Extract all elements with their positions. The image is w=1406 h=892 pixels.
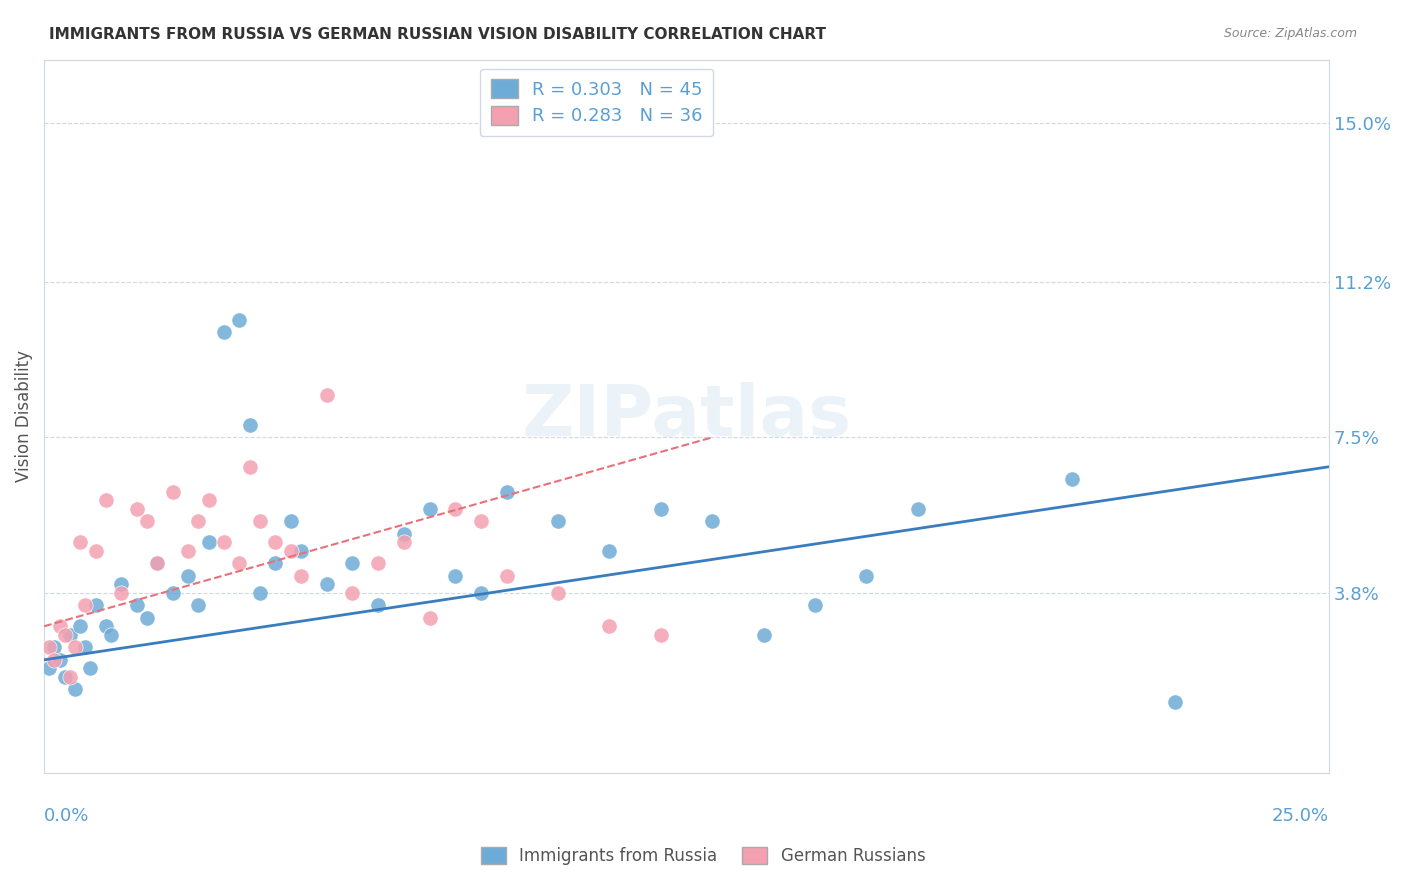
- Point: [63, 682, 86, 697]
- Point: [100, 627, 122, 641]
- Point: [69, 619, 91, 633]
- Point: [44, 653, 66, 667]
- Point: [290, 543, 312, 558]
- Point: [135, 514, 157, 528]
- Point: [197, 493, 219, 508]
- Point: [125, 501, 148, 516]
- Point: [63, 640, 86, 655]
- Point: [212, 326, 235, 340]
- Point: [444, 569, 467, 583]
- Text: Source: ZipAtlas.com: Source: ZipAtlas.com: [1223, 27, 1357, 40]
- Point: [197, 535, 219, 549]
- Point: [125, 599, 148, 613]
- Point: [84, 543, 107, 558]
- Point: [315, 388, 337, 402]
- Point: [135, 611, 157, 625]
- Point: [69, 535, 91, 549]
- Text: IMMIGRANTS FROM RUSSIA VS GERMAN RUSSIAN VISION DISABILITY CORRELATION CHART: IMMIGRANTS FROM RUSSIA VS GERMAN RUSSIAN…: [49, 27, 827, 42]
- Point: [598, 543, 620, 558]
- Point: [249, 514, 271, 528]
- Point: [907, 501, 929, 516]
- Point: [53, 627, 76, 641]
- Point: [547, 514, 569, 528]
- Point: [48, 619, 70, 633]
- Point: [392, 527, 415, 541]
- Point: [470, 514, 492, 528]
- Y-axis label: Vision Disability: Vision Disability: [15, 351, 32, 483]
- Point: [315, 577, 337, 591]
- Point: [75, 599, 97, 613]
- Point: [804, 599, 827, 613]
- Legend: Immigrants from Russia, German Russians: Immigrants from Russia, German Russians: [471, 837, 935, 875]
- Point: [146, 556, 169, 570]
- Point: [598, 619, 620, 633]
- Point: [264, 556, 287, 570]
- Point: [547, 585, 569, 599]
- Point: [177, 543, 200, 558]
- Point: [212, 535, 235, 549]
- Point: [59, 627, 82, 641]
- Point: [280, 514, 302, 528]
- Text: ZIPatlas: ZIPatlas: [522, 382, 852, 450]
- Point: [48, 653, 70, 667]
- Point: [419, 501, 441, 516]
- Point: [75, 640, 97, 655]
- Point: [228, 556, 250, 570]
- Point: [290, 569, 312, 583]
- Point: [1060, 472, 1083, 486]
- Point: [342, 585, 364, 599]
- Point: [419, 611, 441, 625]
- Text: 0.0%: 0.0%: [44, 806, 90, 825]
- Point: [444, 501, 467, 516]
- Point: [249, 585, 271, 599]
- Point: [94, 619, 117, 633]
- Point: [110, 577, 132, 591]
- Point: [239, 417, 262, 432]
- Point: [44, 640, 66, 655]
- Point: [650, 627, 672, 641]
- Legend: R = 0.303   N = 45, R = 0.283   N = 36: R = 0.303 N = 45, R = 0.283 N = 36: [479, 69, 713, 136]
- Point: [53, 670, 76, 684]
- Point: [470, 585, 492, 599]
- Point: [79, 661, 101, 675]
- Point: [228, 313, 250, 327]
- Point: [367, 599, 389, 613]
- Point: [162, 484, 184, 499]
- Point: [187, 514, 209, 528]
- Point: [855, 569, 877, 583]
- Point: [392, 535, 415, 549]
- Point: [110, 585, 132, 599]
- Point: [84, 599, 107, 613]
- Point: [495, 484, 517, 499]
- Point: [342, 556, 364, 570]
- Point: [702, 514, 724, 528]
- Text: 25.0%: 25.0%: [1272, 806, 1329, 825]
- Point: [38, 640, 60, 655]
- Point: [264, 535, 287, 549]
- Point: [146, 556, 169, 570]
- Point: [162, 585, 184, 599]
- Point: [280, 543, 302, 558]
- Point: [94, 493, 117, 508]
- Point: [177, 569, 200, 583]
- Point: [38, 661, 60, 675]
- Point: [187, 599, 209, 613]
- Point: [495, 569, 517, 583]
- Point: [59, 670, 82, 684]
- Point: [1164, 695, 1187, 709]
- Point: [650, 501, 672, 516]
- Point: [752, 627, 775, 641]
- Point: [367, 556, 389, 570]
- Point: [239, 459, 262, 474]
